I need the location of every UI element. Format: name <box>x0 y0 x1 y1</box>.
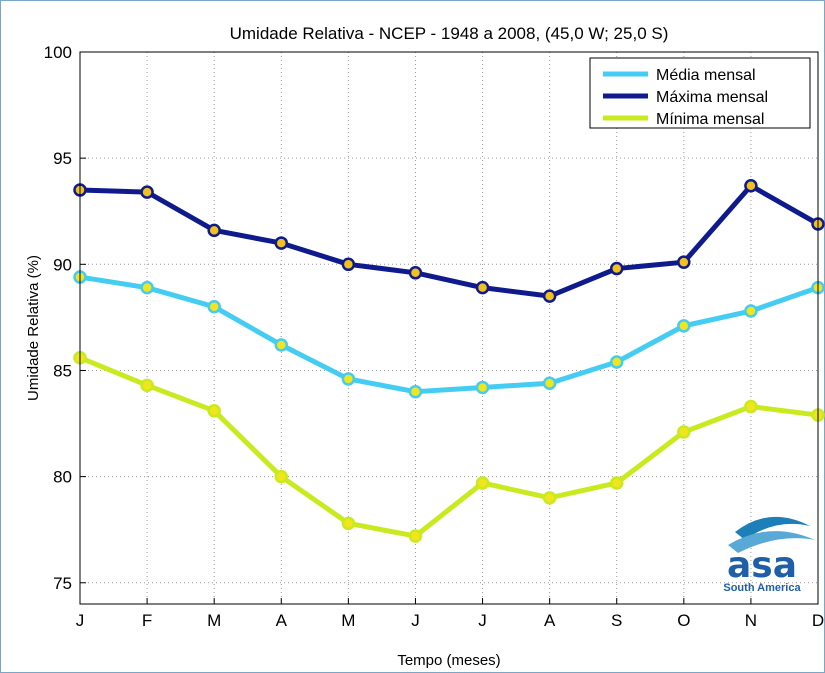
data-point <box>609 261 624 276</box>
data-point <box>475 280 490 295</box>
data-point <box>408 384 423 399</box>
data-point <box>207 223 221 238</box>
legend-label: Mínima mensal <box>656 111 764 128</box>
data-point <box>341 372 356 386</box>
data-point <box>744 399 758 414</box>
y-tick-label: 75 <box>53 574 72 593</box>
y-tick-label: 100 <box>44 43 72 62</box>
y-tick-label: 80 <box>53 468 72 487</box>
y-tick-label: 90 <box>53 255 72 274</box>
logo-wave-middle <box>728 531 815 553</box>
chart-title: Umidade Relativa - NCEP - 1948 a 2008, (… <box>230 24 669 43</box>
plot-area <box>80 52 818 604</box>
x-tick-label: M <box>207 611 221 630</box>
x-tick-label: A <box>276 611 288 630</box>
data-point <box>207 404 221 418</box>
data-point <box>609 355 624 369</box>
x-tick-label: F <box>142 611 152 630</box>
legend-box <box>589 57 811 129</box>
data-point <box>475 380 490 395</box>
x-tick-label: A <box>544 611 556 630</box>
series-line <box>79 183 820 299</box>
asa-logo: asa South America <box>723 516 815 594</box>
legend-label: Máxima mensal <box>656 89 768 106</box>
data-point <box>140 378 154 393</box>
grid-lines <box>80 52 818 604</box>
data-point <box>475 476 490 490</box>
y-tick-label: 95 <box>53 149 72 168</box>
x-tick-label: N <box>745 611 757 630</box>
series-layer <box>73 179 825 543</box>
y-axis-label: Umidade Relativa (%) <box>25 255 42 401</box>
series-line <box>79 355 819 539</box>
logo-tagline: South America <box>723 582 801 594</box>
data-point <box>408 529 423 543</box>
data-point <box>744 304 758 318</box>
y-tick-labels: 75 80 85 90 95 100 <box>44 43 86 593</box>
x-tick-label: J <box>76 611 85 630</box>
x-tick-label: D <box>812 611 824 630</box>
data-point <box>677 319 691 333</box>
data-point <box>408 266 423 280</box>
data-point <box>207 300 221 314</box>
x-tick-label: M <box>341 611 355 630</box>
data-point <box>542 289 557 303</box>
series-group <box>73 270 825 399</box>
x-tick-label: J <box>478 611 487 630</box>
data-point <box>744 179 758 193</box>
series-line <box>79 274 819 395</box>
data-point <box>274 236 289 250</box>
data-point <box>542 376 557 390</box>
data-point <box>609 476 624 490</box>
data-point <box>140 185 154 199</box>
logo-word: asa <box>727 545 797 586</box>
x-tick-label: S <box>611 611 622 630</box>
x-axis-label: Tempo (meses) <box>397 652 500 669</box>
data-point <box>341 257 356 272</box>
legend: Média mensal Máxima mensal Mínima mensal <box>589 57 811 129</box>
data-point <box>274 338 289 352</box>
data-point <box>274 469 289 484</box>
x-tick-label: J <box>411 611 420 630</box>
data-point <box>677 255 691 269</box>
data-point <box>542 491 557 505</box>
y-tick-label: 85 <box>53 361 72 380</box>
x-tick-label: O <box>677 611 690 630</box>
data-point <box>341 516 356 531</box>
data-point <box>677 425 691 439</box>
legend-label: Média mensal <box>656 67 756 84</box>
data-point <box>140 280 154 295</box>
plot-border <box>79 51 819 605</box>
